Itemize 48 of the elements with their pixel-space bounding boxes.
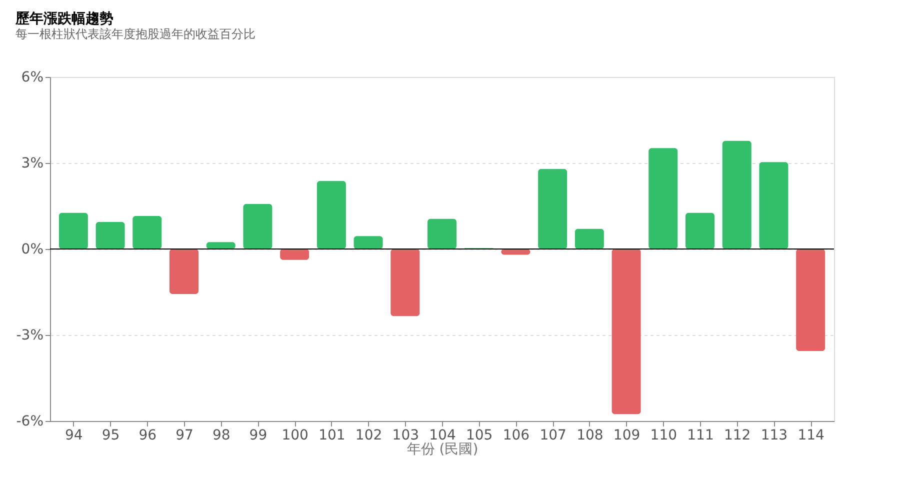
bar [96,222,125,249]
x-tick-label: 113 [760,428,788,444]
x-tick-label: 98 [212,428,230,444]
x-tick-label: 103 [392,428,420,444]
bar [354,236,383,249]
x-tick-label: 99 [249,428,268,444]
bar [58,212,88,249]
bar [538,169,568,249]
bar [574,228,604,249]
bar [170,249,198,294]
x-tick-label: 109 [613,428,640,444]
bar [243,204,272,249]
x-axis-title: 年份 (民國) [406,442,478,458]
x-tick-label: 95 [102,428,120,444]
chart-subtitle: 每一根柱狀代表該年度抱股過年的收益百分比 [16,27,256,41]
y-tick-label: -6% [16,414,44,430]
bar [132,216,162,249]
x-tick-label: 110 [650,428,678,444]
x-tick-label: 101 [318,428,346,444]
x-tick-label: 105 [466,428,493,444]
y-tick-label: 0% [21,242,44,258]
bar [280,249,310,260]
x-tick-label: 108 [576,428,604,444]
x-tick-label: 111 [687,428,714,444]
x-tick-label: 94 [65,428,83,444]
y-tick-label: 6% [21,70,44,86]
bar [686,212,714,249]
x-tick-label: 114 [798,428,825,444]
bar [428,218,456,249]
x-tick-label: 97 [176,428,194,444]
bar [648,148,678,249]
bar [206,242,236,249]
x-tick-label: 107 [540,428,566,444]
bar [612,249,641,414]
x-tick-label: 102 [355,428,382,444]
y-tick-label: -3% [16,328,44,344]
x-tick-label: 100 [282,428,308,444]
bar [796,249,826,352]
x-tick-label: 104 [429,428,456,444]
y-tick-label: 3% [21,156,44,172]
bar [316,181,346,249]
bar [722,140,752,249]
x-tick-label: 112 [724,428,751,444]
x-tick-label: 96 [138,428,157,444]
x-tick-label: 106 [502,428,530,444]
chart-title: 歷年漲跌幅趨勢 [14,11,114,27]
bar [390,249,420,316]
bar [759,162,788,249]
